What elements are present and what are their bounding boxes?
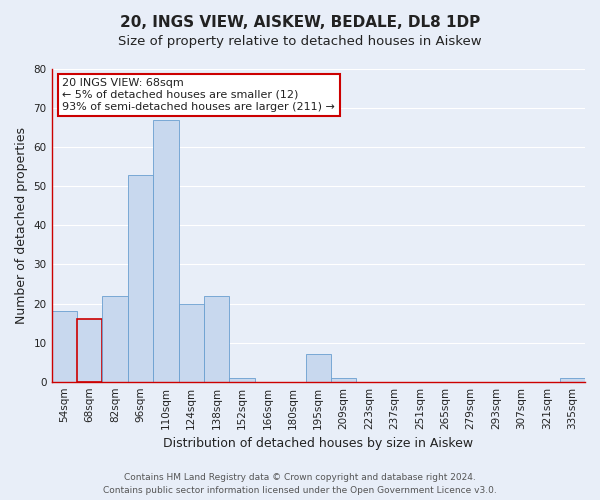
Text: 20, INGS VIEW, AISKEW, BEDALE, DL8 1DP: 20, INGS VIEW, AISKEW, BEDALE, DL8 1DP [120,15,480,30]
Bar [153,120,179,382]
Text: Contains HM Land Registry data © Crown copyright and database right 2024.
Contai: Contains HM Land Registry data © Crown c… [103,474,497,495]
Bar [229,378,255,382]
Bar [128,174,153,382]
Text: Size of property relative to detached houses in Aiskew: Size of property relative to detached ho… [118,35,482,48]
Text: 20 INGS VIEW: 68sqm
← 5% of detached houses are smaller (12)
93% of semi-detache: 20 INGS VIEW: 68sqm ← 5% of detached hou… [62,78,335,112]
Bar [305,354,331,382]
Bar [204,296,229,382]
Bar [52,312,77,382]
Bar [103,296,128,382]
Bar [560,378,585,382]
Bar [77,319,103,382]
Bar [179,304,204,382]
Bar [331,378,356,382]
Y-axis label: Number of detached properties: Number of detached properties [15,127,28,324]
X-axis label: Distribution of detached houses by size in Aiskew: Distribution of detached houses by size … [163,437,473,450]
